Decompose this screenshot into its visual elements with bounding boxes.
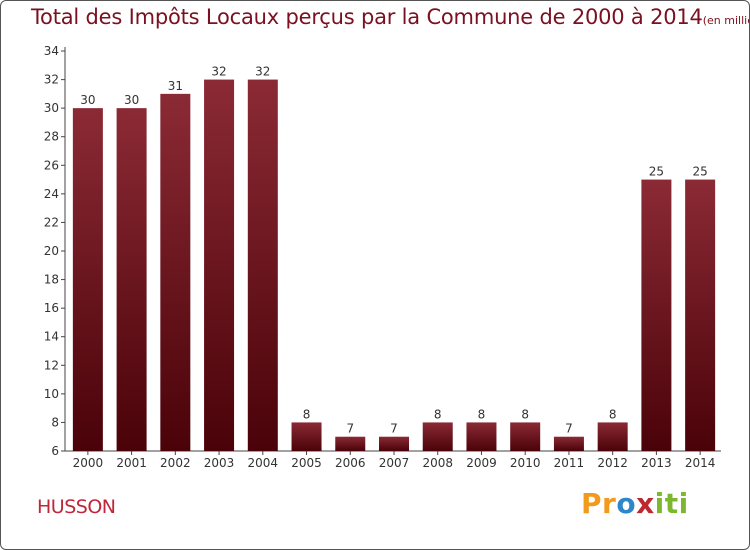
data-label: 30 xyxy=(124,93,139,107)
x-tick-label: 2012 xyxy=(597,456,628,470)
x-tick-label: 2013 xyxy=(641,456,672,470)
bar xyxy=(335,436,366,451)
data-label: 8 xyxy=(434,407,442,421)
y-tick-label: 30 xyxy=(44,101,59,115)
x-tick-label: 2008 xyxy=(422,456,453,470)
x-tick-label: 2001 xyxy=(116,456,147,470)
bar xyxy=(379,436,409,451)
data-label: 8 xyxy=(478,407,486,421)
y-tick-label: 28 xyxy=(44,130,59,144)
y-tick-label: 8 xyxy=(51,415,59,429)
y-tick-label: 12 xyxy=(44,358,59,372)
bar xyxy=(160,93,191,451)
data-label: 31 xyxy=(168,79,183,93)
y-tick-label: 32 xyxy=(44,73,59,87)
bar xyxy=(641,179,672,452)
data-label: 30 xyxy=(80,93,95,107)
data-label: 25 xyxy=(692,165,707,179)
data-label: 8 xyxy=(609,407,617,421)
bar xyxy=(116,108,147,452)
bar xyxy=(510,422,541,451)
data-label: 7 xyxy=(565,422,573,436)
chart-title-unit: (en milliers d'€) xyxy=(702,14,749,27)
data-label: 32 xyxy=(255,65,270,79)
bar xyxy=(422,422,453,451)
x-tick-label: 2014 xyxy=(685,456,716,470)
bar xyxy=(597,422,628,451)
proxiti-logo: Proxiti xyxy=(581,487,689,520)
bar xyxy=(204,79,235,452)
data-label: 8 xyxy=(303,407,311,421)
data-label: 32 xyxy=(211,65,226,79)
chart-title-text: Total des Impôts Locaux perçus par la Co… xyxy=(31,5,703,29)
bar xyxy=(291,422,322,451)
x-tick-label: 2003 xyxy=(204,456,235,470)
commune-name: HUSSON xyxy=(37,496,116,518)
bar xyxy=(247,79,278,452)
x-tick-label: 2006 xyxy=(335,456,366,470)
bar xyxy=(466,422,497,451)
bar xyxy=(72,108,103,452)
x-tick-label: 2010 xyxy=(510,456,541,470)
y-tick-label: 34 xyxy=(44,44,59,58)
bar xyxy=(685,179,716,452)
logo-letter: t xyxy=(664,487,679,520)
logo-letter: i xyxy=(678,487,689,520)
y-tick-label: 20 xyxy=(44,244,59,258)
y-tick-label: 22 xyxy=(44,215,59,229)
x-tick-label: 2011 xyxy=(554,456,585,470)
x-tick-label: 2007 xyxy=(379,456,410,470)
data-label: 7 xyxy=(390,422,398,436)
y-tick-label: 18 xyxy=(44,273,59,287)
y-tick-label: 24 xyxy=(44,187,59,201)
y-tick-label: 14 xyxy=(44,330,59,344)
x-tick-label: 2005 xyxy=(291,456,322,470)
y-tick-label: 10 xyxy=(44,387,59,401)
x-tick-label: 2004 xyxy=(248,456,279,470)
y-tick-label: 6 xyxy=(51,444,59,458)
logo-letter: x xyxy=(636,487,655,520)
logo-letter: o xyxy=(616,487,637,520)
x-tick-label: 2009 xyxy=(466,456,497,470)
data-label: 8 xyxy=(521,407,529,421)
data-label: 25 xyxy=(649,165,664,179)
logo-letter: P xyxy=(581,487,603,520)
y-tick-label: 26 xyxy=(44,158,59,172)
bar xyxy=(553,436,584,451)
logo-letter: r xyxy=(602,487,617,520)
x-tick-label: 2000 xyxy=(73,456,104,470)
data-label: 7 xyxy=(346,422,354,436)
chart-title: Total des Impôts Locaux perçus par la Co… xyxy=(31,5,749,29)
y-tick-label: 16 xyxy=(44,301,59,315)
x-tick-label: 2002 xyxy=(160,456,191,470)
logo-letter: i xyxy=(654,487,665,520)
